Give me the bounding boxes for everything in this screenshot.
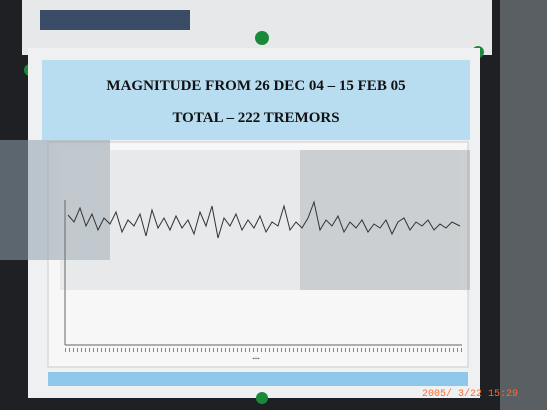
poster-subtitle: TOTAL – 222 TREMORS — [172, 110, 339, 126]
page: MAGNITUDE FROM 26 DEC 04 – 15 FEB 05 TOT… — [0, 0, 547, 410]
photo: MAGNITUDE FROM 26 DEC 04 – 15 FEB 05 TOT… — [0, 0, 547, 410]
pin — [256, 392, 268, 404]
poster-title: MAGNITUDE FROM 26 DEC 04 – 15 FEB 05 — [106, 78, 405, 94]
poster-footer — [48, 372, 468, 386]
wall — [500, 0, 547, 410]
poster-header — [42, 60, 470, 140]
pin — [255, 31, 269, 45]
upper-sheet-band — [40, 10, 190, 30]
reflection — [60, 150, 460, 290]
timestamp: 2005/ 3/22 15:29 — [422, 388, 518, 400]
x-axis-title: ▪▪▪▪ — [252, 357, 259, 362]
